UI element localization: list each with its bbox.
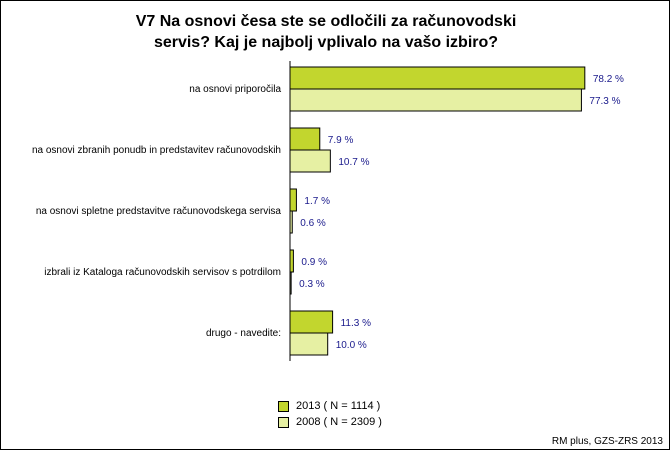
bar-2008 <box>289 271 292 295</box>
chart-title-line-2: servis? Kaj je najbolj vplivalo na vašo … <box>153 34 499 51</box>
legend-item-2013: 2013 ( N = 1114 ) <box>278 398 382 414</box>
bar-value-label: 10.7 % <box>338 157 369 168</box>
bar-value-label: 0.6 % <box>300 218 326 229</box>
bar-value-label: 0.9 % <box>301 257 327 268</box>
bar-2013 <box>289 310 334 334</box>
bar-2008 <box>289 210 293 234</box>
bar-value-label: 1.7 % <box>304 196 330 207</box>
bar-value-label: 11.3 % <box>341 318 371 329</box>
category-label: na osnovi spletne predstavitve računovod… <box>36 206 282 217</box>
bar-2013 <box>289 66 586 90</box>
category-label: na osnovi priporočila <box>189 84 281 95</box>
bar-value-label: 78.2 % <box>593 74 624 85</box>
bar-2008 <box>289 88 582 112</box>
category-label: izbrali iz Kataloga računovodskih servis… <box>44 267 281 278</box>
bar-value-label: 0.3 % <box>299 279 325 290</box>
chart-title-line-1: V7 Na osnovi česa ste se odločili za rač… <box>135 13 517 30</box>
legend-swatch-2013 <box>278 400 289 412</box>
bar-value-label: 10.0 % <box>336 340 367 351</box>
legend-swatch-2008 <box>278 416 289 428</box>
bar-2013 <box>289 127 321 151</box>
bar-2013 <box>289 188 297 212</box>
category-label: drugo - navedite: <box>206 328 281 339</box>
legend: 2013 ( N = 1114 ) 2008 ( N = 2309 ) <box>278 398 382 430</box>
bar-value-label: 77.3 % <box>589 96 620 107</box>
bar-2008 <box>289 332 329 356</box>
legend-label-2008: 2008 ( N = 2309 ) <box>296 416 382 428</box>
bar-value-label: 7.9 % <box>328 135 354 146</box>
category-label: na osnovi zbranih ponudb in predstavitev… <box>32 145 281 156</box>
chart-title: V7 Na osnovi česa ste se odločili za rač… <box>91 11 561 53</box>
bar-2008 <box>289 149 331 173</box>
legend-label-2013: 2013 ( N = 1114 ) <box>296 400 381 412</box>
source-note: RM plus, GZS-ZRS 2013 <box>551 436 663 447</box>
legend-item-2008: 2008 ( N = 2309 ) <box>278 414 382 430</box>
bar-2013 <box>289 249 294 273</box>
